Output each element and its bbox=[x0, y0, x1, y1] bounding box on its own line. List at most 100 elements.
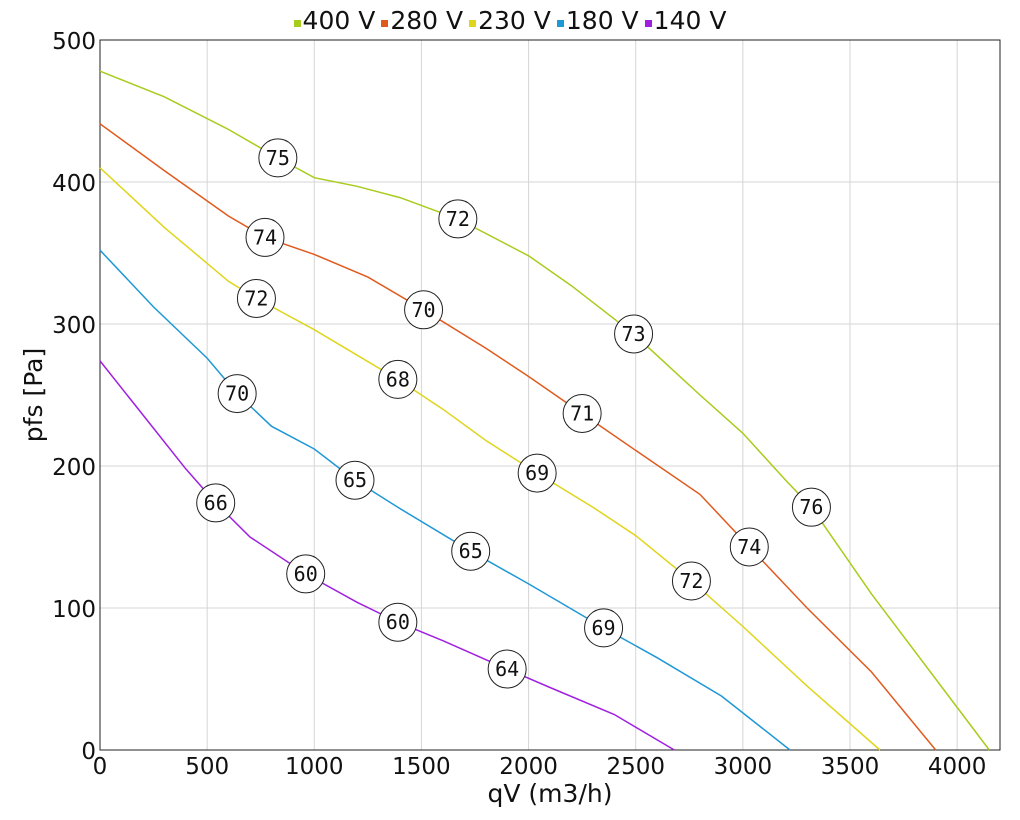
data-label: 73 bbox=[614, 314, 654, 354]
x-tick-label: 2000 bbox=[499, 754, 558, 780]
data-label-circle bbox=[335, 460, 375, 500]
data-label: 66 bbox=[196, 483, 236, 523]
data-label-text: 69 bbox=[592, 616, 616, 640]
legend-swatch bbox=[381, 20, 389, 27]
legend-label: 280 V bbox=[390, 6, 464, 35]
data-label-circle bbox=[451, 531, 491, 571]
data-label-text: 60 bbox=[386, 610, 410, 634]
data-label-text: 65 bbox=[343, 468, 367, 492]
legend-label: 230 V bbox=[478, 6, 551, 35]
legend-swatch bbox=[556, 20, 564, 27]
data-label-text: 75 bbox=[266, 146, 290, 170]
data-label: 60 bbox=[286, 554, 326, 594]
axis-ticks: 0 500 1000 1500 2000 2500 3000 3500 4000 0 100 200 3… bbox=[52, 29, 986, 780]
legend-item: 400 V bbox=[293, 6, 376, 35]
data-labels: 75 72 73 76 74 70 71 74 72 68 69 72 70 65 65 69 66 60 60 64 bbox=[196, 138, 831, 689]
data-label-text: 72 bbox=[446, 207, 470, 231]
data-label-circle bbox=[245, 217, 285, 257]
x-tick-label: 3500 bbox=[821, 754, 880, 780]
legend-item: 230 V bbox=[469, 6, 551, 35]
data-label-circle bbox=[236, 278, 276, 318]
data-label-text: 68 bbox=[386, 367, 410, 391]
data-label-text: 73 bbox=[622, 322, 646, 346]
legend-item: 180 V bbox=[556, 6, 639, 35]
plot-frame bbox=[99, 39, 1001, 751]
y-tick-label: 400 bbox=[52, 171, 96, 197]
data-label-circle bbox=[562, 393, 602, 433]
data-label: 69 bbox=[584, 608, 624, 648]
data-label-circle bbox=[584, 608, 624, 648]
data-label-text: 76 bbox=[799, 495, 823, 519]
data-label-circle bbox=[671, 561, 711, 601]
x-tick-label: 1000 bbox=[285, 754, 344, 780]
data-label-circle bbox=[378, 359, 418, 399]
legend-swatch bbox=[469, 20, 477, 27]
legend-label: 400 V bbox=[302, 6, 376, 35]
data-label: 74 bbox=[245, 217, 285, 257]
data-label-text: 72 bbox=[679, 569, 703, 593]
data-label-text: 65 bbox=[459, 539, 483, 563]
data-label-circle bbox=[404, 290, 444, 330]
x-tick-label: 1500 bbox=[392, 754, 451, 780]
data-label: 64 bbox=[487, 649, 527, 689]
data-label: 70 bbox=[404, 290, 444, 330]
data-label-text: 74 bbox=[737, 535, 761, 559]
data-label-circle bbox=[729, 527, 769, 567]
data-label-circle bbox=[438, 199, 478, 239]
data-label-text: 60 bbox=[294, 562, 318, 586]
x-tick-label: 4000 bbox=[928, 754, 987, 780]
y-tick-label: 200 bbox=[52, 455, 96, 481]
data-label-circle bbox=[196, 483, 236, 523]
legend-item: 140 V bbox=[644, 6, 727, 35]
data-label: 72 bbox=[236, 278, 276, 318]
x-tick-label: 500 bbox=[185, 754, 229, 780]
chart-legend: 400 V 280 V 230 V 180 V 140 V bbox=[0, 6, 1020, 35]
data-label-circle bbox=[791, 487, 831, 527]
data-label: 72 bbox=[671, 561, 711, 601]
data-label: 65 bbox=[451, 531, 491, 571]
data-label: 65 bbox=[335, 460, 375, 500]
data-label: 75 bbox=[258, 138, 298, 178]
legend-label: 180 V bbox=[565, 6, 639, 35]
y-tick-label: 0 bbox=[81, 739, 96, 765]
x-axis-label: qV (m3/h) bbox=[488, 779, 613, 808]
data-label-text: 74 bbox=[253, 225, 277, 249]
data-label-text: 70 bbox=[225, 382, 249, 406]
legend-swatch bbox=[644, 20, 652, 27]
y-axis-label: pfs [Pa] bbox=[19, 348, 48, 442]
data-label-text: 64 bbox=[495, 657, 519, 681]
data-label: 70 bbox=[217, 374, 257, 414]
legend-swatch bbox=[293, 20, 301, 27]
data-label-circle bbox=[487, 649, 527, 689]
data-label-text: 69 bbox=[525, 461, 549, 485]
data-label: 69 bbox=[517, 453, 557, 493]
data-label-circle bbox=[614, 314, 654, 354]
data-label: 74 bbox=[729, 527, 769, 567]
x-tick-label: 3000 bbox=[714, 754, 773, 780]
y-tick-label: 100 bbox=[52, 597, 96, 623]
data-label-text: 66 bbox=[204, 491, 228, 515]
data-label-text: 70 bbox=[412, 298, 436, 322]
data-label-circle bbox=[258, 138, 298, 178]
data-label-circle bbox=[286, 554, 326, 594]
series-line bbox=[99, 360, 675, 751]
x-tick-label: 2500 bbox=[606, 754, 665, 780]
data-label: 71 bbox=[562, 393, 602, 433]
data-label-circle bbox=[217, 374, 257, 414]
data-label: 76 bbox=[791, 487, 831, 527]
x-tick-label: 0 bbox=[93, 754, 108, 780]
series-line bbox=[99, 123, 937, 751]
data-label-circle bbox=[378, 602, 418, 642]
legend-item: 280 V bbox=[381, 6, 463, 35]
series-line bbox=[99, 249, 791, 751]
data-label-text: 71 bbox=[570, 401, 594, 425]
legend-label: 140 V bbox=[653, 6, 727, 35]
data-label: 60 bbox=[378, 602, 418, 642]
data-label: 68 bbox=[378, 359, 418, 399]
data-label-text: 72 bbox=[244, 286, 268, 310]
data-label-circle bbox=[517, 453, 557, 493]
y-tick-label: 300 bbox=[52, 313, 96, 339]
data-label: 72 bbox=[438, 199, 478, 239]
y-tick-label: 500 bbox=[52, 29, 96, 55]
